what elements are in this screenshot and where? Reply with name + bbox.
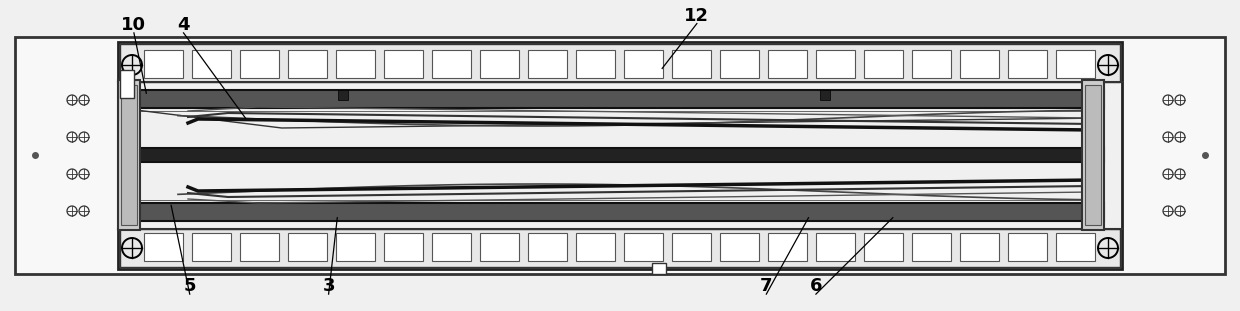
- Bar: [120, 229, 1120, 267]
- Bar: [288, 233, 327, 261]
- Bar: [528, 233, 567, 261]
- Bar: [136, 90, 1104, 108]
- Bar: [136, 203, 1104, 221]
- Bar: [239, 233, 279, 261]
- Text: 7: 7: [760, 277, 773, 295]
- Bar: [480, 50, 520, 78]
- Text: 12: 12: [684, 7, 709, 25]
- Bar: [480, 233, 520, 261]
- Bar: [672, 50, 712, 78]
- Bar: [192, 50, 231, 78]
- Bar: [960, 233, 999, 261]
- Bar: [911, 233, 951, 261]
- Bar: [624, 233, 663, 261]
- Bar: [144, 50, 184, 78]
- Bar: [864, 233, 903, 261]
- Bar: [672, 233, 712, 261]
- Bar: [720, 233, 759, 261]
- Bar: [575, 233, 615, 261]
- Bar: [911, 50, 951, 78]
- Bar: [820, 90, 830, 100]
- Bar: [1008, 50, 1048, 78]
- Bar: [575, 50, 615, 78]
- Bar: [339, 90, 348, 100]
- Text: 3: 3: [322, 277, 335, 295]
- Bar: [384, 50, 423, 78]
- Bar: [432, 50, 471, 78]
- Bar: [192, 233, 231, 261]
- Text: 10: 10: [122, 16, 146, 34]
- Text: 4: 4: [177, 16, 190, 34]
- Bar: [1083, 80, 1104, 230]
- Bar: [816, 233, 856, 261]
- Bar: [624, 50, 663, 78]
- Bar: [144, 233, 184, 261]
- Bar: [960, 50, 999, 78]
- Bar: [136, 148, 1104, 162]
- Bar: [120, 70, 134, 98]
- Bar: [432, 233, 471, 261]
- Bar: [120, 44, 1120, 82]
- Bar: [652, 263, 666, 274]
- Bar: [15, 37, 1225, 274]
- Bar: [384, 233, 423, 261]
- Bar: [288, 50, 327, 78]
- Bar: [720, 50, 759, 78]
- Bar: [118, 80, 140, 230]
- Bar: [336, 233, 376, 261]
- Bar: [239, 50, 279, 78]
- Bar: [864, 50, 903, 78]
- Bar: [768, 233, 807, 261]
- Bar: [768, 50, 807, 78]
- Text: 5: 5: [184, 277, 196, 295]
- Bar: [336, 50, 376, 78]
- Bar: [122, 85, 136, 225]
- Bar: [1055, 233, 1095, 261]
- Bar: [1055, 50, 1095, 78]
- Bar: [118, 42, 1122, 269]
- Bar: [816, 50, 856, 78]
- Text: 6: 6: [810, 277, 822, 295]
- Bar: [1085, 85, 1101, 225]
- Bar: [528, 50, 567, 78]
- Bar: [1008, 233, 1048, 261]
